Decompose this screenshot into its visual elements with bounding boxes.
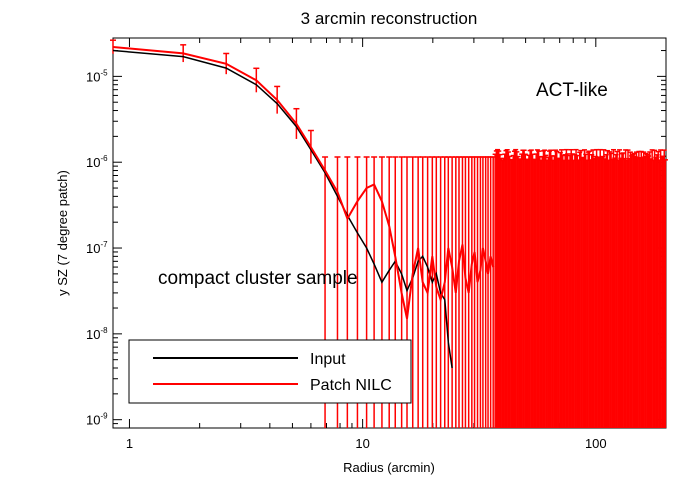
- y-tick-label: 10-9: [86, 412, 108, 428]
- legend-box: [128, 339, 412, 404]
- error-bars: [110, 39, 668, 428]
- y-tick-label: 10-7: [86, 240, 108, 256]
- x-tick-label: 100: [585, 436, 607, 451]
- x-tick-label: 10: [355, 436, 369, 451]
- chart-title: 3 arcmin reconstruction: [301, 9, 478, 28]
- y-tick-label: 10-8: [86, 326, 108, 342]
- legend: Input Patch NILC: [128, 339, 412, 404]
- y-axis-label: y SZ (7 degree patch): [55, 170, 70, 296]
- y-tick-label: 10-5: [86, 68, 108, 84]
- y-tick-label: 10-6: [86, 154, 108, 170]
- annotation-act-like: ACT-like: [536, 80, 608, 101]
- annotation-compact-cluster: compact cluster sample: [158, 268, 358, 289]
- series-line-patch-nilc: [112, 46, 495, 319]
- legend-label-patch-nilc: Patch NILC: [310, 377, 392, 394]
- x-tick-label: 1: [126, 436, 133, 451]
- x-axis-label: Radius (arcmin): [343, 460, 435, 475]
- series-lines: [112, 46, 495, 369]
- legend-label-input: Input: [310, 351, 346, 368]
